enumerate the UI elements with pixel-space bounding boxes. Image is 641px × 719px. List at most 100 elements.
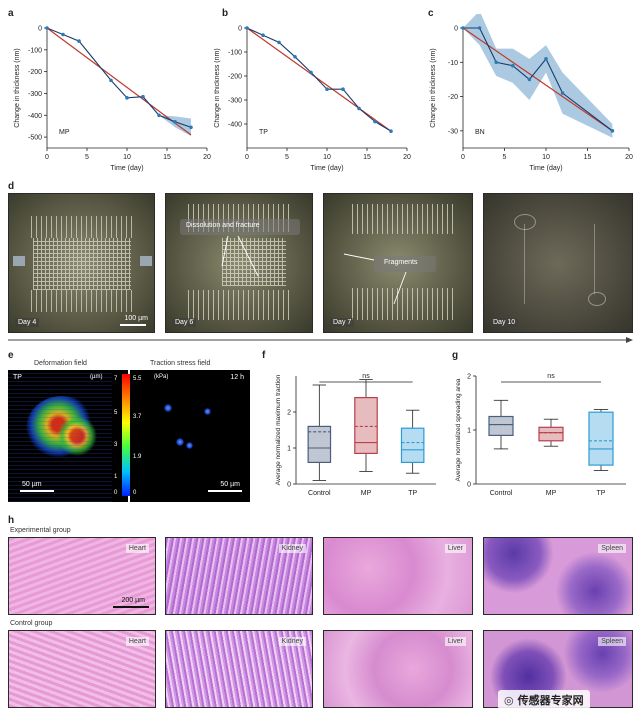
error-band bbox=[47, 28, 191, 136]
y-tick-label: -200 bbox=[28, 69, 42, 76]
category-label: MP bbox=[546, 490, 557, 497]
chart-a: 0 5 10 15 20 0 -100 -200 -300 -400 -500 Time (day) C… bbox=[14, 26, 211, 173]
deformation-glow bbox=[52, 414, 102, 458]
scale-bar-label: 50 µm bbox=[220, 481, 240, 488]
box-control bbox=[488, 415, 514, 436]
tick-1: 1 bbox=[114, 474, 118, 480]
organ-label: Heart bbox=[125, 544, 149, 553]
data-line bbox=[463, 27, 613, 132]
wechat-icon: ◎ bbox=[504, 694, 514, 707]
series-inset-label: MP bbox=[59, 129, 70, 136]
y-tick-label: 0 bbox=[454, 26, 458, 33]
data-point bbox=[245, 26, 249, 30]
data-point bbox=[527, 77, 532, 82]
histology-ctrl-liver: Liver bbox=[323, 630, 473, 708]
category-label: Control bbox=[308, 490, 331, 497]
x-tick-label: 5 bbox=[285, 154, 289, 161]
y-axis-label: Change in thickness (nm) bbox=[214, 48, 221, 127]
histology-exp-spleen: Spleen bbox=[483, 537, 633, 615]
scale-bar bbox=[120, 324, 146, 326]
day-label: Day 6 bbox=[172, 318, 197, 327]
y-tick-label: 0 bbox=[467, 482, 471, 489]
tick-3: 3 bbox=[114, 442, 118, 448]
colorbar bbox=[122, 374, 130, 496]
data-point bbox=[461, 26, 465, 30]
x-axis-label: Time (day) bbox=[310, 165, 343, 172]
data-point bbox=[357, 106, 361, 111]
tag-12h: 12 h bbox=[230, 374, 244, 381]
data-point bbox=[373, 119, 377, 124]
data-point bbox=[293, 55, 297, 59]
watermark: ◎ 传感器专家网 bbox=[498, 690, 590, 710]
unit-label: (kPa) bbox=[154, 374, 169, 380]
residue-line bbox=[594, 224, 595, 294]
significance-label: ns bbox=[547, 373, 555, 380]
fit-line bbox=[46, 27, 192, 136]
y-tick-label: -20 bbox=[448, 94, 458, 101]
experimental-group-label: Experimental group bbox=[10, 527, 71, 534]
series-inset-label: BN bbox=[475, 129, 485, 136]
residue-line bbox=[524, 224, 525, 304]
traction-colorbar-area: 5.5 3.7 1.9 0 bbox=[130, 370, 152, 502]
device-mesh bbox=[33, 238, 131, 290]
data-point bbox=[389, 129, 393, 133]
box-mp bbox=[354, 396, 378, 454]
x-tick-label: 15 bbox=[584, 154, 592, 161]
data-point bbox=[189, 125, 193, 130]
electrode-comb-top bbox=[31, 216, 133, 238]
x-tick-label: 10 bbox=[323, 154, 331, 161]
data-point bbox=[157, 113, 161, 118]
photo-day-4: Day 4 100 µm bbox=[8, 193, 155, 333]
histology-ctrl-kidney: Kidney bbox=[165, 630, 313, 708]
x-tick-label: 5 bbox=[503, 154, 507, 161]
day-label: Day 4 bbox=[15, 318, 40, 327]
annotation-box bbox=[374, 256, 436, 272]
chart-f: 0 1 2 ns Control MP TP Average normalized maxim… bbox=[275, 373, 436, 497]
control-group-label: Control group bbox=[10, 620, 53, 627]
error-band bbox=[463, 14, 613, 138]
data-line bbox=[246, 27, 392, 132]
organ-label: Liver bbox=[444, 544, 466, 553]
panel-label-h: h bbox=[8, 515, 15, 526]
x-tick-label: 20 bbox=[403, 154, 411, 161]
data-point bbox=[610, 129, 615, 133]
y-tick-label: 2 bbox=[287, 410, 291, 417]
y-axis-label: Change in thickness (nm) bbox=[14, 48, 21, 127]
annotation-arrows bbox=[343, 253, 407, 305]
traction-field-image: (kPa) 12 h 50 µm bbox=[152, 370, 250, 502]
tick-0: 0 bbox=[133, 490, 137, 496]
data-point bbox=[341, 87, 345, 91]
tick-3-7: 3.7 bbox=[133, 414, 142, 420]
timeline-arrow bbox=[8, 337, 633, 343]
fractured-mesh bbox=[222, 238, 286, 286]
x-axis-label: Time (day) bbox=[110, 165, 143, 172]
photo-day-6: Dissolution and fracture Day 6 bbox=[165, 193, 313, 333]
box-mp bbox=[538, 426, 564, 442]
x-axis-label: Time (day) bbox=[529, 165, 562, 172]
y-tick-label: -100 bbox=[228, 50, 242, 57]
photo-day-10: Day 10 bbox=[483, 193, 633, 333]
data-point bbox=[309, 70, 313, 75]
y-tick-label: 0 bbox=[287, 482, 291, 489]
traction-spot bbox=[176, 438, 184, 446]
data-point bbox=[77, 39, 81, 43]
traction-spot bbox=[204, 408, 211, 415]
organ-label: Spleen bbox=[598, 544, 626, 553]
box-control bbox=[307, 425, 332, 464]
watermark-text: 传感器专家网 bbox=[517, 695, 584, 707]
y-tick-label: 1 bbox=[287, 446, 291, 453]
tick-1-9: 1.9 bbox=[133, 454, 142, 460]
data-point bbox=[109, 78, 113, 83]
histology-exp-heart: Heart 200 µm bbox=[8, 537, 156, 615]
data-point bbox=[277, 40, 281, 45]
x-tick-label: 0 bbox=[461, 154, 465, 161]
y-tick-label: -400 bbox=[28, 113, 42, 120]
residue-speck bbox=[514, 214, 536, 230]
day-label: Day 7 bbox=[330, 318, 355, 327]
data-line bbox=[46, 27, 192, 128]
x-tick-label: 15 bbox=[363, 154, 371, 161]
panel-label-c: c bbox=[428, 8, 434, 19]
traction-spot bbox=[186, 442, 193, 449]
y-tick-label: -30 bbox=[448, 128, 458, 135]
x-tick-label: 10 bbox=[123, 154, 131, 161]
